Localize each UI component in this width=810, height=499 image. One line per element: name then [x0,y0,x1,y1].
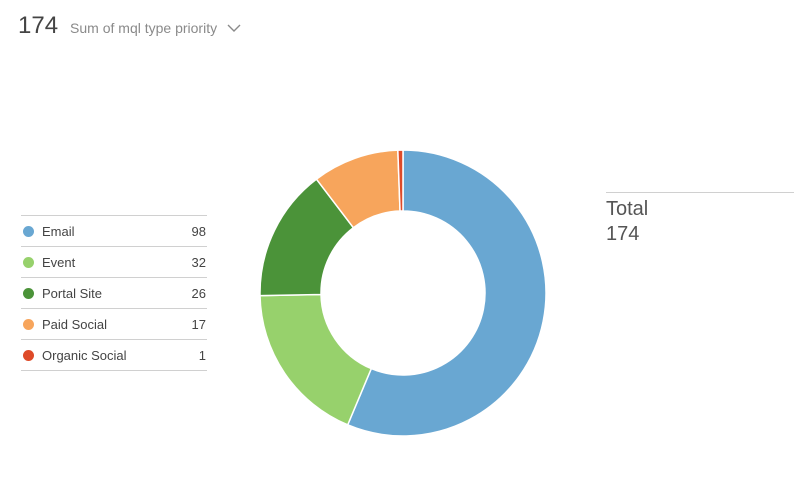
donut-slice-event[interactable] [259,293,373,426]
legend-label: Paid Social [42,316,108,332]
legend-label: Organic Social [42,347,127,363]
metric-label: Sum of mql type priority [70,20,218,36]
legend-item[interactable]: Organic Social 1 [21,340,207,371]
donut-slice-organic-social[interactable] [397,149,404,212]
legend-swatch [23,225,34,237]
legend-item[interactable]: Event 32 [21,247,207,278]
legend-swatch [23,349,34,361]
legend-item[interactable]: Portal Site 26 [21,278,207,309]
chart-header: 174 Sum of mql type priority [18,12,241,40]
legend: Email 98 Event 32 Portal Site 26 Paid Social 17… [21,215,207,371]
legend-value: 1 [198,347,206,363]
metric-dropdown[interactable]: Sum of mql type priority [70,20,241,36]
legend-value: 32 [191,254,206,270]
legend-value: 26 [191,285,206,301]
summary-value: 174 [18,12,59,39]
donut-chart [259,149,547,437]
legend-value: 17 [191,316,206,332]
legend-label: Email [42,223,75,239]
legend-label: Event [42,254,76,270]
legend-value: 98 [191,223,206,239]
chevron-down-icon [227,24,241,32]
legend-swatch [23,318,34,330]
legend-label: Portal Site [42,285,102,301]
legend-item[interactable]: Paid Social 17 [21,309,207,340]
total-value: 174 [606,223,640,245]
legend-item[interactable]: Email 98 [21,216,207,247]
legend-swatch [23,256,34,268]
total-label: Total [606,198,649,220]
total-box: Total 174 [606,192,794,247]
donut-slice-email[interactable] [346,149,547,437]
legend-swatch [23,287,34,299]
